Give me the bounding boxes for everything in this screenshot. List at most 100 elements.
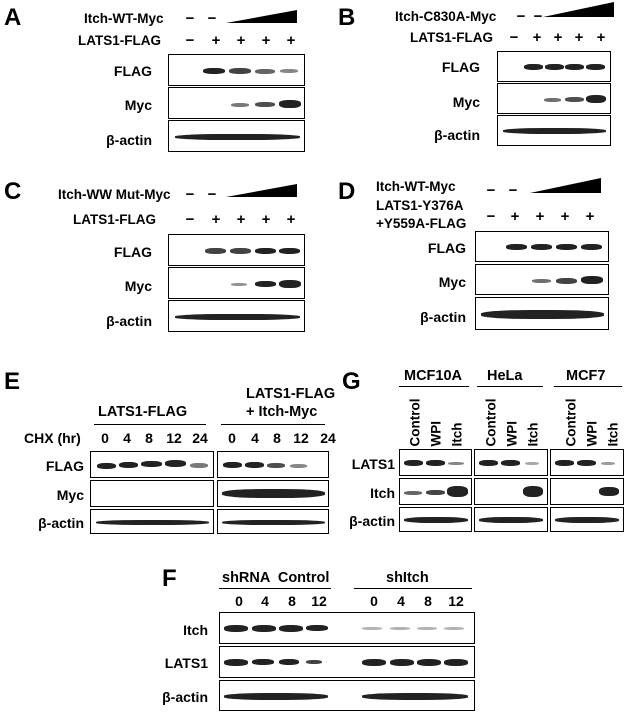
panel-e-group2-label-line1: LATS1-FLAG (246, 386, 336, 402)
panel-b-lats-label: LATS1-FLAG (410, 30, 493, 45)
panel-f-timepoint: 0 (235, 593, 243, 609)
panel-f-group1-label: shRNA Control (222, 570, 330, 586)
panel-g-lane-label: WPI (584, 421, 600, 447)
panel-e-group2-underline (221, 424, 325, 425)
panel-f-row-label: LATS1 (164, 655, 208, 671)
panel-b-letter: B (338, 4, 356, 31)
panel-c-actin-blot (168, 300, 305, 332)
panel-a-letter: A (4, 4, 22, 31)
panel-c-sign: − (185, 211, 195, 228)
panel-e-timepoint: 8 (273, 430, 281, 446)
panel-e-row-label: FLAG (45, 458, 84, 474)
panel-e-group1-underline (94, 424, 206, 425)
panel-a-myc-blot (168, 87, 305, 119)
panel-a-sign: − (207, 10, 217, 27)
panel-a-row-label: Myc (124, 97, 152, 113)
panel-f-group2-underline (354, 588, 472, 589)
panel-g-lane-label: Control (407, 398, 423, 447)
panel-a-flag-blot (168, 54, 305, 86)
panel-c-row-label: Myc (124, 278, 152, 294)
panel-e-actin-blot-group2 (217, 509, 329, 534)
panel-d-sign: + (585, 208, 595, 225)
panel-d-lats-label-line1: LATS1-Y376A (376, 198, 464, 213)
panel-g-lane-label: WPI (428, 421, 444, 447)
panel-f-letter: F (162, 565, 177, 592)
panel-g-lane-label: Itch (449, 422, 465, 447)
panel-e-timepoint: 12 (293, 430, 309, 446)
panel-f-timepoint: 12 (448, 593, 464, 609)
panel-c-letter: C (4, 178, 22, 205)
panel-d-row-label: Myc (438, 274, 466, 290)
panel-g-cell-underline (477, 386, 543, 387)
panel-f-group1-underline (219, 588, 331, 589)
panel-e-timepoint: 4 (123, 430, 131, 446)
panel-e-timepoint: 24 (192, 430, 208, 446)
panel-a-row-label: β-actin (106, 132, 152, 148)
panel-g-itch-blot-mcf7 (550, 478, 624, 505)
panel-b-sign: + (574, 29, 584, 46)
panel-g-lats1-blot-mcf7 (550, 449, 624, 476)
panel-g-actin-blot-hela (474, 507, 548, 532)
panel-f-group2-label: shItch (386, 570, 429, 586)
panel-g-letter: G (342, 368, 361, 395)
panel-e-flag-blot-group1 (90, 451, 214, 478)
panel-g-row-label: Itch (370, 485, 395, 501)
panel-b-actin-blot (497, 115, 611, 146)
panel-f-timepoint: 12 (311, 593, 327, 609)
panel-b-sign: − (533, 8, 543, 25)
panel-d-dose-wedge (530, 178, 601, 193)
panel-d-sign: + (560, 208, 570, 225)
panel-g-lane-label: Itch (605, 422, 621, 447)
panel-b-sign: + (553, 29, 563, 46)
panel-c-sign: + (261, 211, 271, 228)
panel-f-lats1-blot (219, 646, 475, 678)
panel-g-actin-blot-mcf10a (399, 507, 472, 532)
panel-g-cell-underline (554, 386, 622, 387)
panel-d-sign: − (486, 182, 496, 199)
panel-b-sign: + (596, 29, 606, 46)
panel-e-timepoint: 0 (228, 430, 236, 446)
panel-a-sign: + (236, 32, 246, 49)
panel-c-row-label: FLAG (113, 244, 152, 260)
panel-f-timepoint: 4 (261, 593, 269, 609)
panel-g-lane-label: Itch (525, 422, 541, 447)
panel-g-cell-underline (399, 386, 469, 387)
panel-g-lats1-blot-mcf10a (399, 449, 472, 476)
panel-d-myc-blot (475, 264, 609, 295)
panel-b-sign: − (509, 29, 519, 46)
panel-e-timepoint: 12 (166, 430, 182, 446)
panel-a-sign: − (185, 32, 195, 49)
panel-d-row-label: FLAG (427, 240, 466, 256)
panel-e-flag-blot-group2 (217, 451, 329, 478)
panel-e-actin-blot-group1 (90, 509, 214, 534)
panel-b-sign: + (532, 29, 542, 46)
panel-a-sign: − (185, 10, 195, 27)
panel-c-sign: + (286, 211, 296, 228)
panel-c-lats-label: LATS1-FLAG (73, 212, 156, 227)
panel-e-letter: E (4, 368, 21, 395)
panel-g-lane-label: Control (563, 398, 579, 447)
panel-g-itch-blot-hela (474, 478, 548, 505)
panel-e-timepoint: 24 (320, 430, 336, 446)
panel-b-row-label: Myc (452, 94, 480, 110)
panel-d-construct-label: Itch-WT-Myc (376, 179, 456, 194)
panel-f-itch-blot (219, 612, 475, 644)
panel-a-lats-label: LATS1-FLAG (78, 33, 161, 48)
panel-b-row-label: FLAG (441, 59, 480, 75)
panel-d-sign: − (486, 208, 496, 225)
panel-f-row-label: β-actin (162, 689, 208, 705)
panel-e-group2-label-line2: + Itch-Myc (246, 404, 318, 420)
panel-g-itch-blot-mcf10a (399, 478, 472, 505)
panel-g-lane-label: Control (483, 398, 499, 447)
panel-d-letter: D (338, 178, 356, 205)
panel-f-timepoint: 8 (288, 593, 296, 609)
panel-c-construct-label: Itch-WW Mut-Myc (58, 187, 171, 202)
panel-b-dose-wedge (543, 2, 614, 17)
panel-f-timepoint: 8 (424, 593, 432, 609)
panel-d-row-label: β-actin (420, 309, 466, 325)
panel-f-timepoint: 0 (370, 593, 378, 609)
panel-e-timepoint: 4 (251, 430, 259, 446)
panel-d-sign: + (510, 208, 520, 225)
panel-d-actin-blot (475, 297, 609, 330)
panel-g-cell-label: MCF7 (566, 368, 606, 384)
